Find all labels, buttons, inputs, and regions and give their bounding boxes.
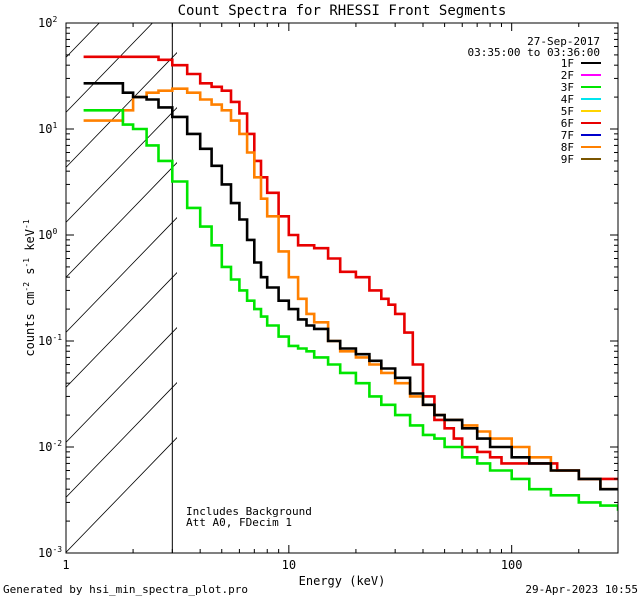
generated-by-credit: Generated by hsi_min_spectra_plot.pro: [3, 583, 249, 596]
x-tick-label: 100: [501, 558, 523, 572]
hatch-line: [66, 23, 154, 113]
annotation-background: Includes Background: [186, 505, 312, 518]
series-3F: [83, 109, 618, 511]
generation-timestamp: 29-Apr-2023 10:55: [525, 583, 638, 596]
y-tick-labels: 102 101 100 10-1 10-2 10-3: [38, 15, 62, 560]
hatch-line: [66, 272, 177, 388]
y-axis-label-base: counts cm: [23, 292, 37, 357]
legend-label-1F: 1F: [561, 57, 574, 70]
x-tick-label: 10: [282, 558, 296, 572]
y-tick-label: 102: [38, 15, 57, 30]
plot-frame: [65, 22, 619, 554]
y-tick-label: 10-3: [38, 545, 62, 560]
y-axis-label-exp2: -1: [22, 258, 31, 268]
y-axis-label-exp1: -2: [22, 282, 31, 292]
hatch-line: [66, 217, 177, 333]
y-tick-label: 100: [38, 227, 57, 242]
legend-label-8F: 8F: [561, 141, 574, 154]
legend-label-4F: 4F: [561, 93, 574, 106]
y-axis-label-exp3: -1: [22, 219, 31, 229]
y-tick-label: 101: [38, 121, 57, 136]
hatch-line: [66, 382, 177, 498]
series-layer: [83, 55, 618, 511]
legend-label-5F: 5F: [561, 105, 574, 118]
hatch-line: [66, 437, 177, 553]
annotation-attenuator: Att A0, FDecim 1: [186, 516, 292, 529]
axis-ticks: [65, 23, 619, 554]
x-tick-labels: 1 10 100: [62, 558, 522, 572]
y-axis-label: counts cm-2 s-1 keV-1: [22, 219, 37, 356]
legend-label-7F: 7F: [561, 129, 574, 142]
hatch-line: [66, 52, 177, 168]
legend-label-6F: 6F: [561, 117, 574, 130]
series-8F: [83, 87, 618, 491]
background-hatch-region: [66, 23, 177, 553]
x-axis-label: Energy (keV): [299, 574, 386, 588]
legend-label-3F: 3F: [561, 81, 574, 94]
x-tick-label: 1: [62, 558, 69, 572]
hatch-line: [66, 162, 177, 278]
y-axis-label-unit1: s: [23, 268, 37, 282]
observation-date: 27-Sep-2017: [527, 35, 600, 48]
chart-title: Count Spectra for RHESSI Front Segments: [178, 3, 507, 19]
series-6F: [83, 55, 618, 481]
series-1F: [83, 82, 618, 491]
hatch-line: [66, 327, 177, 443]
legend-label-2F: 2F: [561, 69, 574, 82]
y-axis-label-unit2: keV: [23, 229, 37, 258]
y-tick-label: 10-1: [38, 333, 62, 348]
observation-time-range: 03:35:00 to 03:36:00: [468, 46, 600, 59]
y-tick-label: 10-2: [38, 439, 62, 454]
legend-label-9F: 9F: [561, 153, 574, 166]
